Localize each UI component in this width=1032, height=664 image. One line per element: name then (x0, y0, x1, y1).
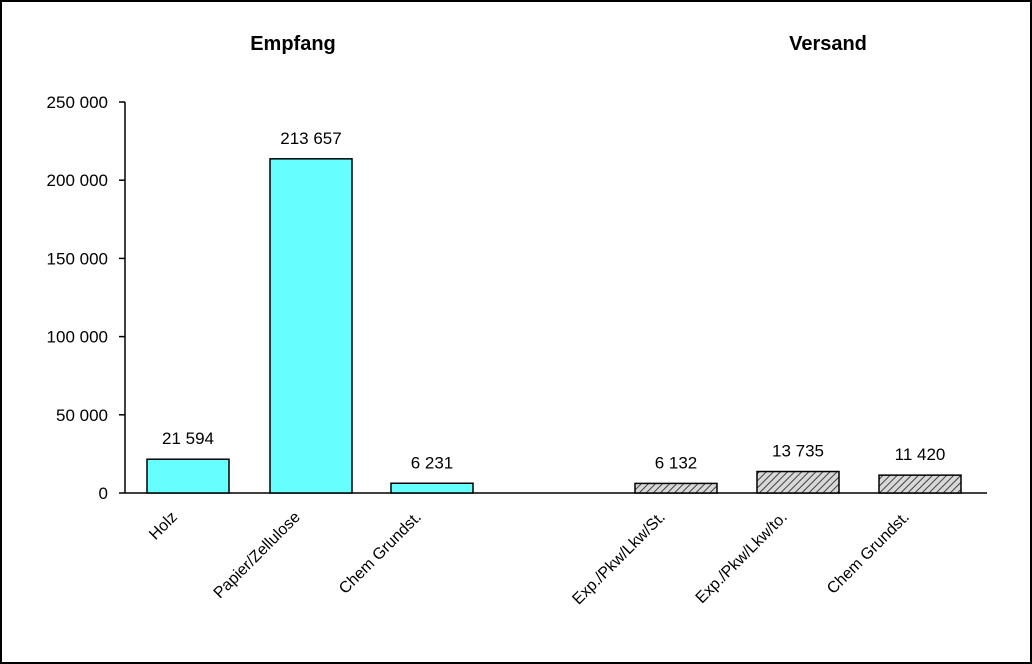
data-label: 21 594 (162, 429, 214, 448)
bars (146, 158, 962, 494)
bar (269, 158, 353, 494)
data-label: 6 231 (411, 453, 454, 472)
data-label: 11 420 (895, 445, 946, 464)
group-title-empfang: Empfang (250, 33, 336, 55)
y-tick-label: 150 000 (47, 249, 108, 268)
bar (390, 482, 474, 494)
y-tick-label: 0 (99, 484, 108, 503)
group-title-versand: Versand (789, 33, 867, 55)
bar (146, 458, 230, 494)
bar (634, 482, 718, 494)
y-tick-label: 50 000 (56, 406, 108, 425)
bar (878, 474, 962, 494)
y-tick-label: 100 000 (47, 328, 108, 347)
data-label: 213 657 (280, 129, 341, 148)
data-label: 6 132 (655, 453, 698, 472)
axes: 0 50 000 100 000 150 000 200 000 250 000 (47, 93, 987, 503)
y-tick-label: 200 000 (47, 171, 108, 190)
data-label: 13 735 (772, 442, 824, 461)
y-tick-label: 250 000 (47, 93, 108, 112)
bar (756, 470, 840, 494)
